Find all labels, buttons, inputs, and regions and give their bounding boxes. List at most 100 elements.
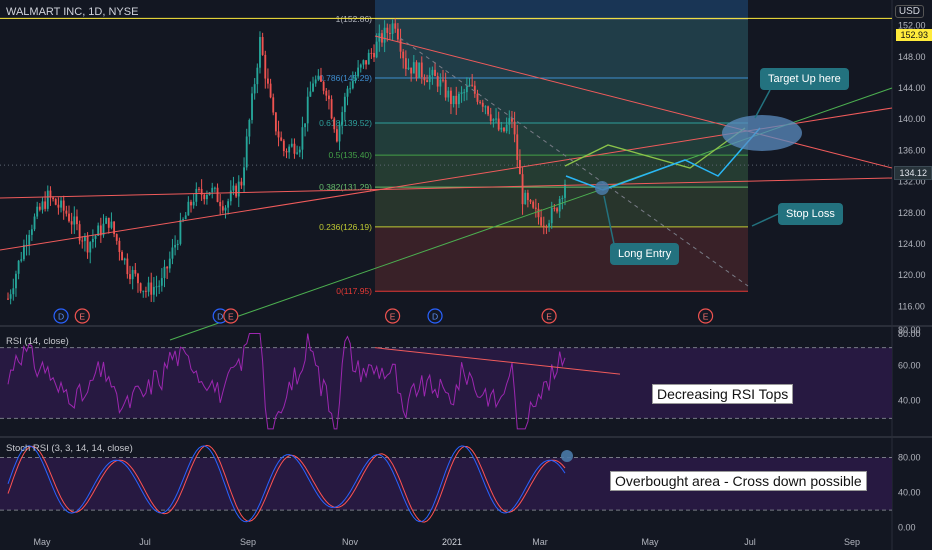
candle-body <box>94 235 97 239</box>
candle-body <box>89 242 92 253</box>
candle-body <box>322 81 325 91</box>
candle-body <box>542 225 545 227</box>
stop-pointer <box>751 213 779 227</box>
target-annotation: Target Up here <box>760 68 849 90</box>
price-tick-label: 136.00 <box>898 145 926 155</box>
candle-body <box>107 217 110 228</box>
candle-body <box>163 266 166 279</box>
rsi-tick-label: 80.00 <box>898 325 921 335</box>
fib-level-label: 1(152.86) <box>336 14 373 24</box>
base-channel-line <box>0 177 893 199</box>
candle-body <box>489 114 492 121</box>
rsi-tick-label: 40.00 <box>898 396 921 406</box>
event-marker-earnings <box>223 308 239 324</box>
candle-body <box>304 123 306 128</box>
fib-level-label: 0.618(139.52) <box>319 118 372 128</box>
stoch-note: Overbought area - Cross down possible <box>610 471 867 491</box>
candle-body <box>495 118 497 120</box>
candle-body <box>105 217 108 224</box>
candle-body <box>558 198 561 212</box>
rsi-note: Decreasing RSI Tops <box>652 384 794 404</box>
candle-body <box>537 208 540 218</box>
candle-body <box>33 216 36 230</box>
candle-body <box>534 207 537 209</box>
event-marker-dividend <box>427 308 443 324</box>
candle-body <box>264 54 267 79</box>
candle-body <box>473 85 476 94</box>
candle-body <box>150 282 153 295</box>
candle-body <box>97 225 100 236</box>
candle-body <box>330 99 333 119</box>
stoch-overbought-marker <box>561 450 573 462</box>
rsi-tick-label: 60.00 <box>898 360 921 370</box>
candle-body <box>367 52 370 65</box>
candle-body <box>44 201 47 209</box>
candle-body <box>251 93 253 120</box>
candle-body <box>176 243 179 245</box>
candle-body <box>99 225 102 236</box>
chart-title: WALMART INC, 1D, NYSE <box>6 6 139 18</box>
candle-body <box>532 201 535 208</box>
candle-body <box>206 194 208 200</box>
candle-body <box>115 234 118 241</box>
candle-body <box>471 84 474 86</box>
candle-body <box>333 118 336 130</box>
candle-body <box>402 51 405 59</box>
candle-body <box>147 282 150 292</box>
event-marker-dividend <box>53 308 69 324</box>
stoch-d-line <box>7 444 566 523</box>
entry-pointer <box>603 195 615 245</box>
candle-body <box>335 129 338 142</box>
candle-body <box>227 201 230 208</box>
currency-badge[interactable]: USD <box>894 5 924 18</box>
candle-body <box>22 244 25 260</box>
candle-body <box>171 247 174 259</box>
candle-body <box>301 127 304 150</box>
candle-body <box>155 286 158 288</box>
time-tick-label: Mar <box>532 537 548 547</box>
candle-body <box>450 90 452 104</box>
candle-body <box>76 216 78 225</box>
candle-body <box>420 62 423 78</box>
candle-body <box>288 146 291 153</box>
candle-body <box>341 112 344 125</box>
candle-body <box>320 75 322 82</box>
candle-body <box>375 41 378 58</box>
candle-body <box>338 124 341 142</box>
candle-body <box>36 206 39 217</box>
descending-trendline <box>374 35 893 169</box>
long-entry-annotation: Long Entry <box>610 243 680 265</box>
candle-body <box>290 143 293 147</box>
candle-body <box>561 197 564 199</box>
candle-body <box>407 67 410 70</box>
candle-body <box>280 137 283 141</box>
candle-body <box>142 290 145 292</box>
fib-zone <box>375 122 748 156</box>
candle-body <box>386 27 389 33</box>
candle-body <box>418 62 421 79</box>
candle-body <box>492 119 495 121</box>
candle-body <box>216 187 219 202</box>
fib-zone <box>375 77 748 123</box>
candle-body <box>415 62 418 79</box>
candle-body <box>500 127 503 130</box>
candle-body <box>497 118 500 130</box>
candle-body <box>505 124 508 132</box>
candle-body <box>28 234 31 245</box>
time-tick-label: Jul <box>139 537 151 547</box>
candle-body <box>285 151 288 153</box>
price-tick-label: 120.00 <box>898 270 926 280</box>
event-marker-earnings <box>541 308 557 324</box>
price-tick-label: 132.00 <box>898 177 926 187</box>
candle-body <box>452 95 455 104</box>
target-pointer <box>754 89 771 119</box>
target-ellipse <box>722 115 802 151</box>
candle-body <box>139 283 142 292</box>
candle-body <box>511 118 513 122</box>
price-tick-label: 148.00 <box>898 52 926 62</box>
candle-body <box>357 67 360 77</box>
fib-level-label: 0(117.95) <box>336 286 372 296</box>
price-tick-label: 128.00 <box>898 208 926 218</box>
event-marker-label: E <box>703 312 709 322</box>
